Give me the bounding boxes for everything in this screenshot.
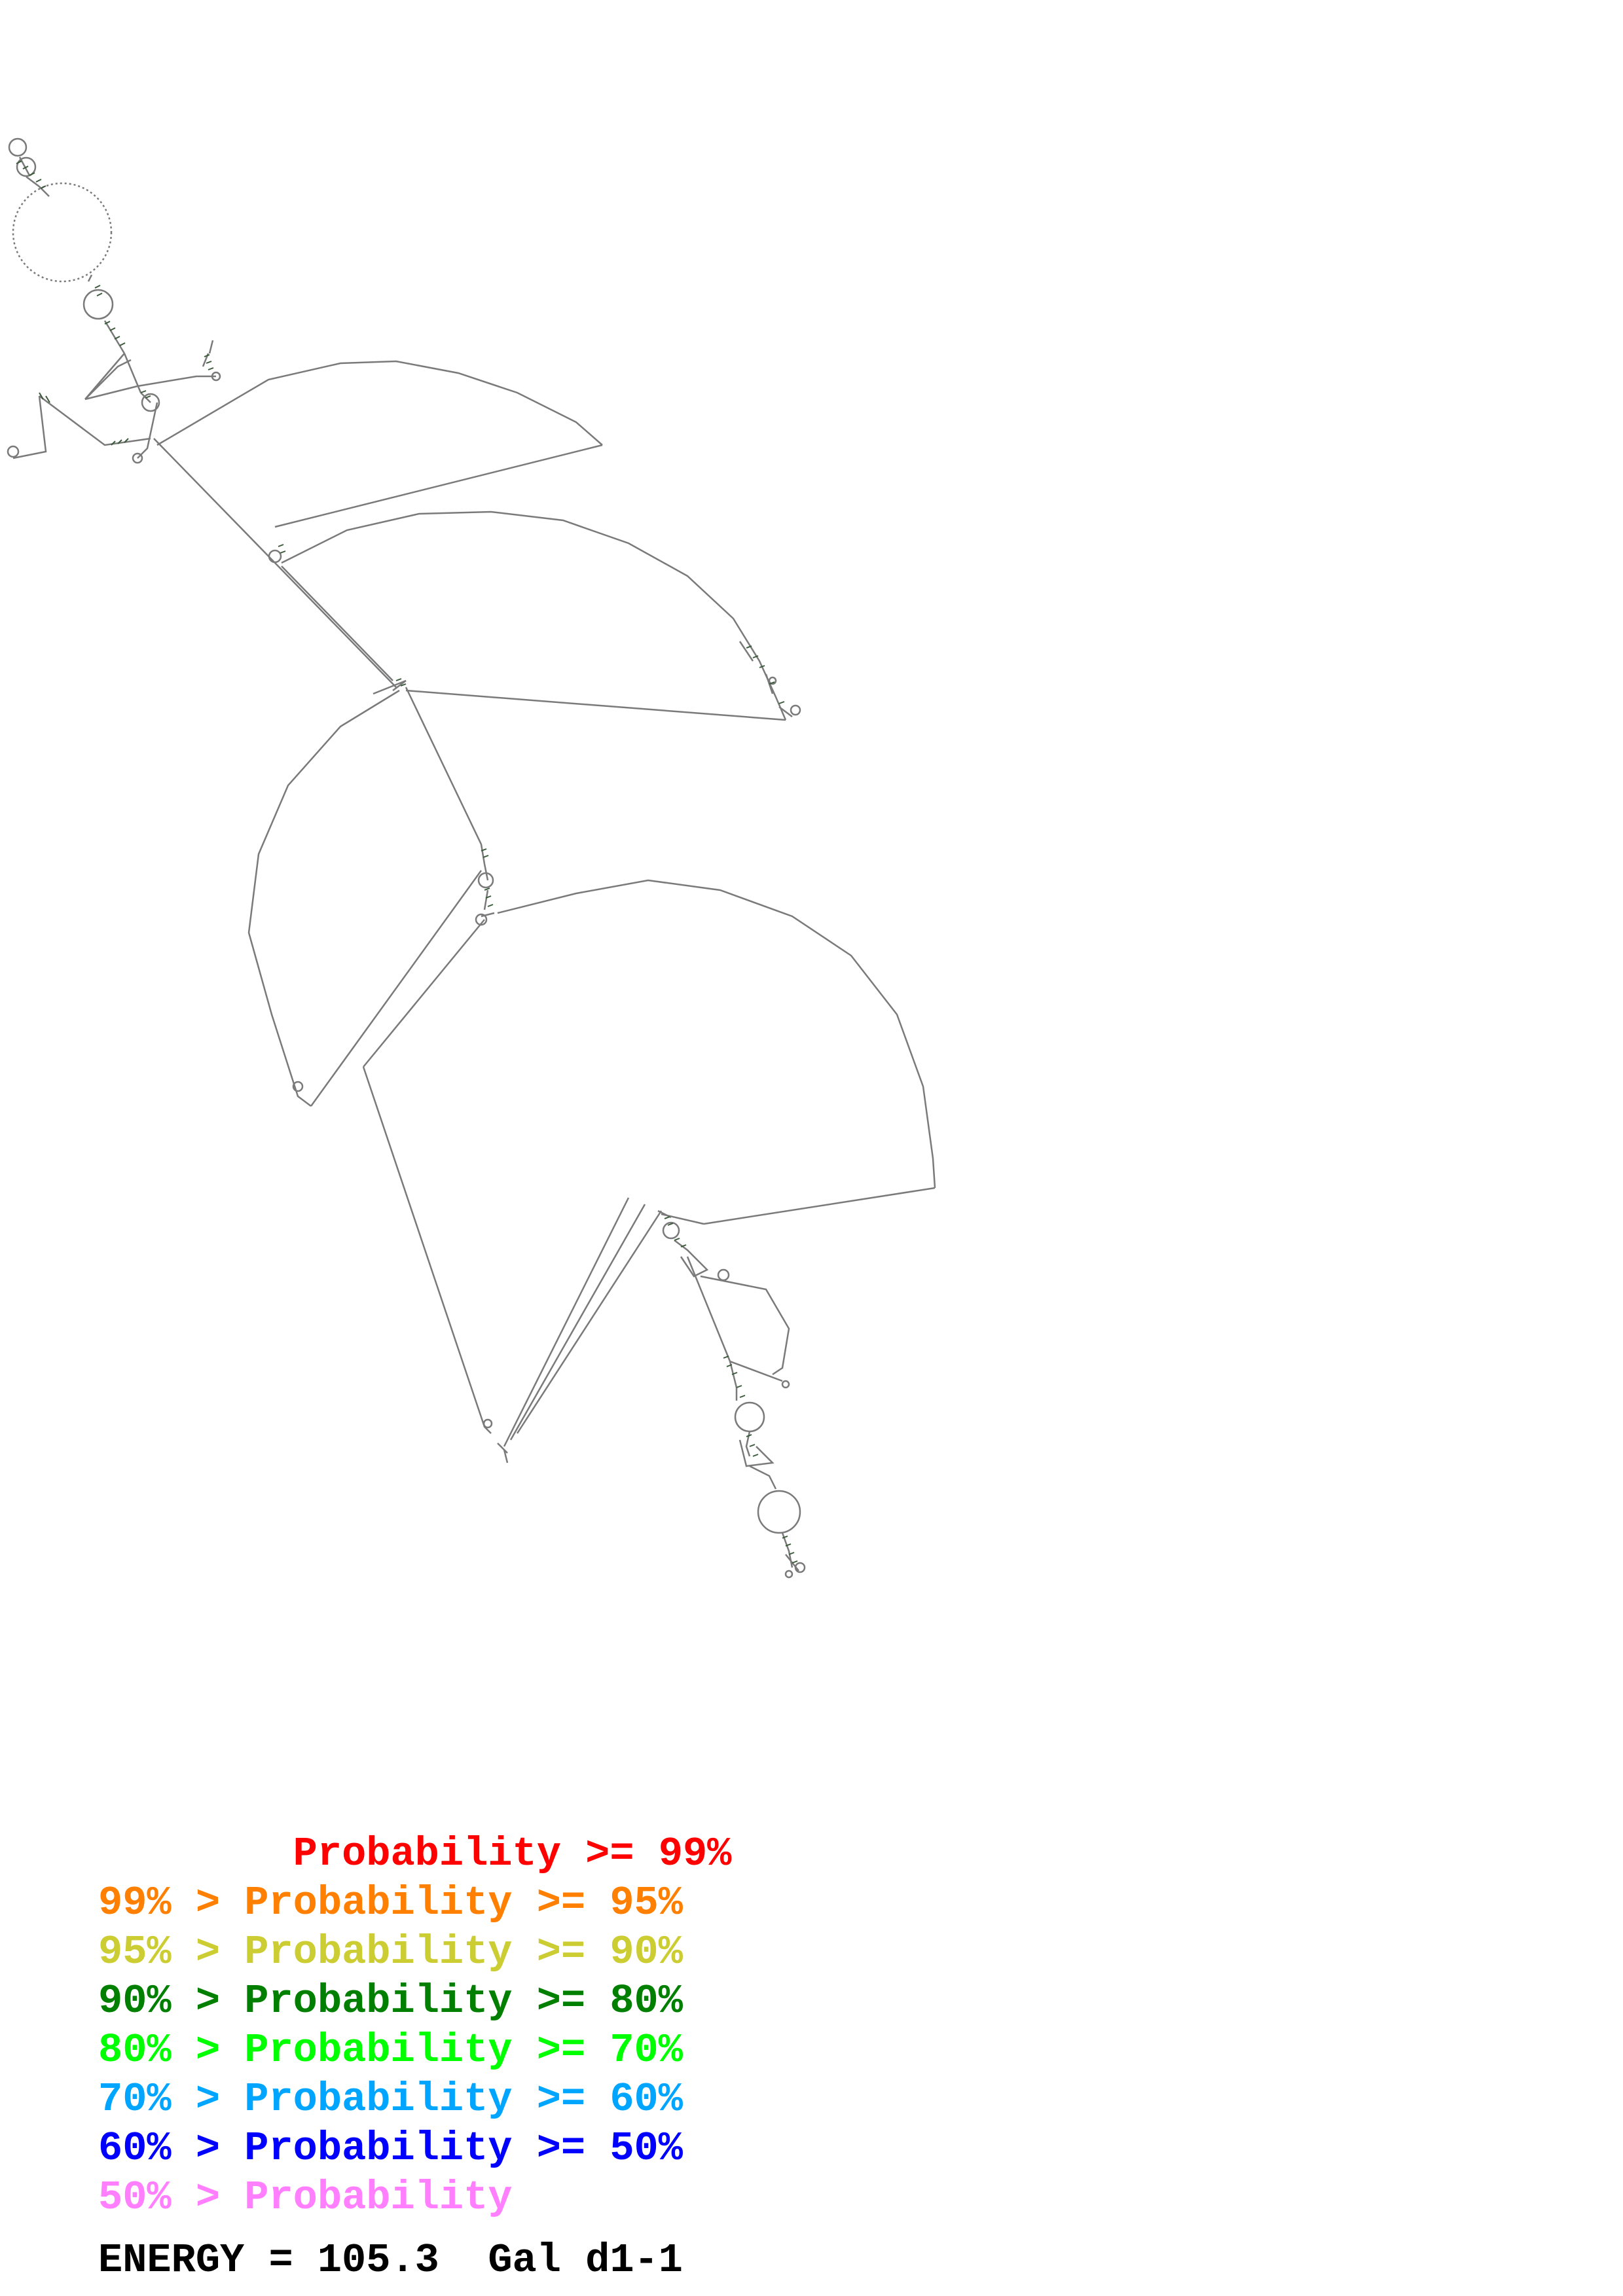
hairpin-loop	[292, 1081, 304, 1092]
legend-threshold: 95% >	[98, 1929, 245, 1975]
base-pair-ticks	[16, 160, 798, 1564]
stem	[84, 375, 216, 401]
interior-loop	[662, 1221, 680, 1240]
legend-label: Probability >= 70%	[244, 2027, 683, 2073]
hairpin-loop	[781, 1380, 790, 1389]
legend-threshold: 80% >	[98, 2027, 245, 2073]
hairpin-loop	[784, 1570, 793, 1579]
stem	[87, 274, 126, 354]
stem	[274, 562, 397, 688]
legend-threshold: 90% >	[98, 1978, 245, 2024]
stem	[405, 687, 486, 865]
legend-threshold	[98, 1831, 293, 1877]
interior-loop	[82, 289, 114, 320]
energy-value: ENERGY = 105.3	[98, 2237, 439, 2284]
legend-label: Probability >= 80%	[244, 1978, 683, 2024]
stem	[373, 679, 407, 695]
stem	[739, 641, 793, 717]
legend-row: 50% > Probability	[98, 2173, 731, 2222]
hairpin-loop	[7, 445, 20, 458]
stem	[363, 919, 485, 1067]
stem	[39, 395, 151, 446]
legend-threshold: 50% >	[98, 2174, 245, 2221]
legend-label: Probability >= 95%	[244, 1880, 683, 1926]
legend-label: Probability	[244, 2174, 513, 2221]
legend-row: 99% > Probability >= 95%	[98, 1878, 731, 1928]
rna-structure-diagram	[7, 137, 936, 1579]
legend-row: 95% > Probability >= 90%	[98, 1928, 731, 1977]
stem	[497, 1443, 509, 1463]
stem	[274, 444, 603, 528]
legend-row: 60% > Probability >= 50%	[98, 2124, 731, 2173]
stem	[739, 1439, 775, 1467]
interior-loop	[477, 872, 494, 889]
legend-threshold: 70% >	[98, 2076, 245, 2123]
probability-legend: Probability >= 99% 99% > Probability >= 9…	[98, 1829, 731, 2222]
stem	[405, 689, 786, 721]
stem	[686, 1256, 783, 1382]
stem	[153, 438, 276, 564]
multiloop-arc	[247, 689, 400, 1107]
legend-row: 90% > Probability >= 80%	[98, 1977, 731, 2026]
energy-caption: ENERGY = 105.3 Gal d1-1	[98, 2237, 683, 2284]
stem	[674, 1240, 709, 1278]
stem	[503, 1197, 663, 1447]
hairpin-loop	[768, 676, 777, 685]
hairpin-loop	[132, 452, 143, 464]
stem	[310, 870, 483, 1107]
legend-threshold: 60% >	[98, 2125, 245, 2172]
stem	[729, 1361, 738, 1401]
multiloop-arc	[497, 879, 936, 1189]
legend-row: Probability >= 99%	[98, 1829, 732, 1878]
legend-row: 80% > Probability >= 70%	[98, 2026, 731, 2075]
stem	[137, 402, 158, 459]
hairpin-loop	[717, 1268, 730, 1282]
legend-row: 70% > Probability >= 60%	[98, 2075, 731, 2124]
hairpin-loop	[483, 1418, 493, 1429]
interior-loop	[268, 549, 282, 564]
legend-label: Probability >= 99%	[293, 1831, 732, 1877]
sequence-name: Gal d1-1	[488, 2237, 683, 2284]
hairpin-loop	[790, 704, 801, 716]
legend-threshold: 99% >	[98, 1880, 245, 1926]
stem	[657, 1210, 704, 1225]
interior-loop	[16, 156, 37, 177]
stem	[12, 395, 47, 459]
hairpin-loop	[8, 137, 27, 157]
multiloop	[757, 1490, 801, 1534]
stem	[703, 1187, 936, 1225]
stem	[84, 353, 151, 403]
multiloop-arc	[281, 511, 787, 721]
stem	[749, 1465, 777, 1490]
stem	[481, 863, 495, 918]
legend-label: Probability >= 60%	[244, 2076, 683, 2123]
stem	[362, 1066, 492, 1434]
interior-loop	[734, 1401, 765, 1433]
stem	[700, 1275, 790, 1376]
stem	[84, 359, 132, 400]
multiloop-arc	[156, 360, 603, 446]
interior-loop	[141, 393, 160, 412]
legend-label: Probability >= 90%	[244, 1929, 683, 1975]
legend-label: Probability >= 50%	[244, 2125, 683, 2172]
multiloop-large	[12, 182, 113, 283]
hairpin-loop	[794, 1562, 806, 1573]
